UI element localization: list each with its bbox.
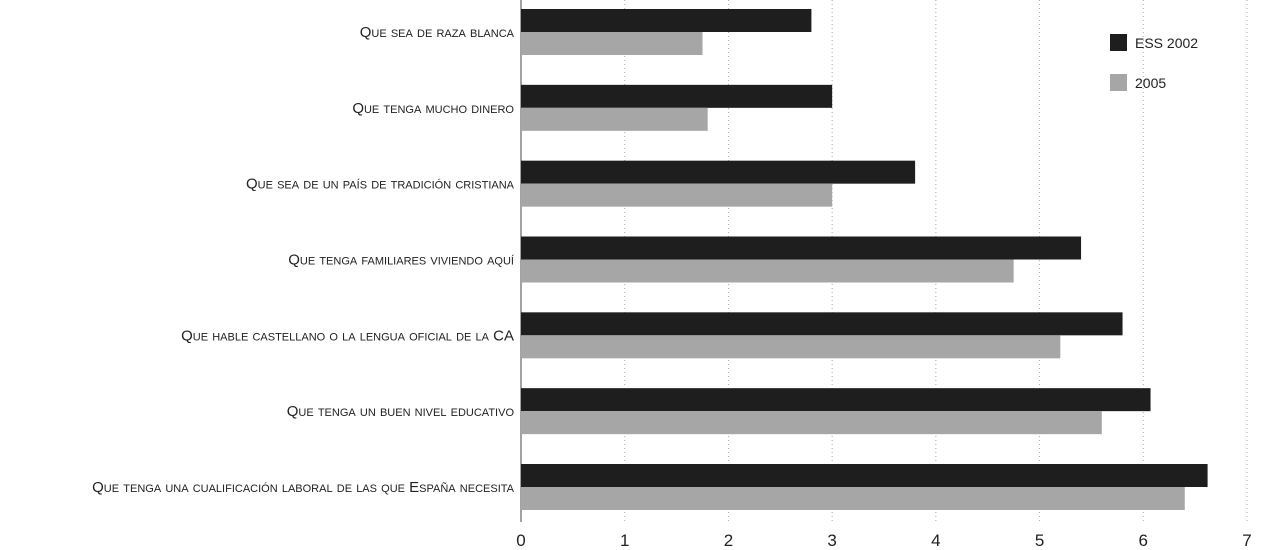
bar-ess-2002	[521, 312, 1123, 336]
x-tick-label: 2	[724, 531, 733, 550]
legend-label: ESS 2002	[1135, 35, 1198, 51]
bar-ess-2002	[521, 236, 1082, 260]
legend: ESS 2002 2005	[1110, 34, 1198, 91]
bar-ess-2002	[521, 463, 1208, 487]
x-tick-label: 0	[516, 531, 525, 550]
bar-2005	[521, 183, 833, 207]
bar-ess-2002	[521, 160, 916, 184]
x-tick-label: 4	[931, 531, 940, 550]
category-label: Que tenga mucho dinero	[352, 100, 514, 117]
bar-2005	[521, 107, 708, 131]
x-axis-ticks: 0 1 2 3 4 5 6 7	[516, 531, 1251, 550]
bar-ess-2002	[521, 9, 812, 32]
category-label: Que sea de un país de tradición cristian…	[246, 176, 515, 193]
legend-swatch	[1110, 74, 1127, 91]
legend-label: 2005	[1135, 75, 1166, 91]
bar-ess-2002	[521, 388, 1151, 412]
bar-2005	[521, 32, 703, 55]
bar-ess-2002	[521, 84, 833, 108]
category-label: Que hable castellano o la lengua oficial…	[181, 327, 514, 344]
category-label: Que tenga familiares viviendo aquí	[288, 251, 515, 268]
bar-2005	[521, 335, 1061, 359]
x-tick-label: 7	[1242, 531, 1251, 550]
category-labels: Que sea de raza blanca Que tenga mucho di…	[92, 24, 515, 496]
category-label: Que tenga un buen nivel educativo	[287, 403, 515, 420]
bars	[521, 9, 1208, 510]
category-label: Que sea de raza blanca	[360, 24, 515, 41]
bar-2005	[521, 486, 1185, 510]
x-tick-label: 1	[620, 531, 629, 550]
x-tick-label: 5	[1035, 531, 1044, 550]
x-tick-label: 3	[827, 531, 836, 550]
x-tick-label: 6	[1139, 531, 1148, 550]
bar-2005	[521, 411, 1102, 435]
legend-swatch	[1110, 34, 1127, 51]
category-label: Que tenga una cualificación laboral de l…	[92, 479, 515, 496]
bar-2005	[521, 259, 1014, 283]
